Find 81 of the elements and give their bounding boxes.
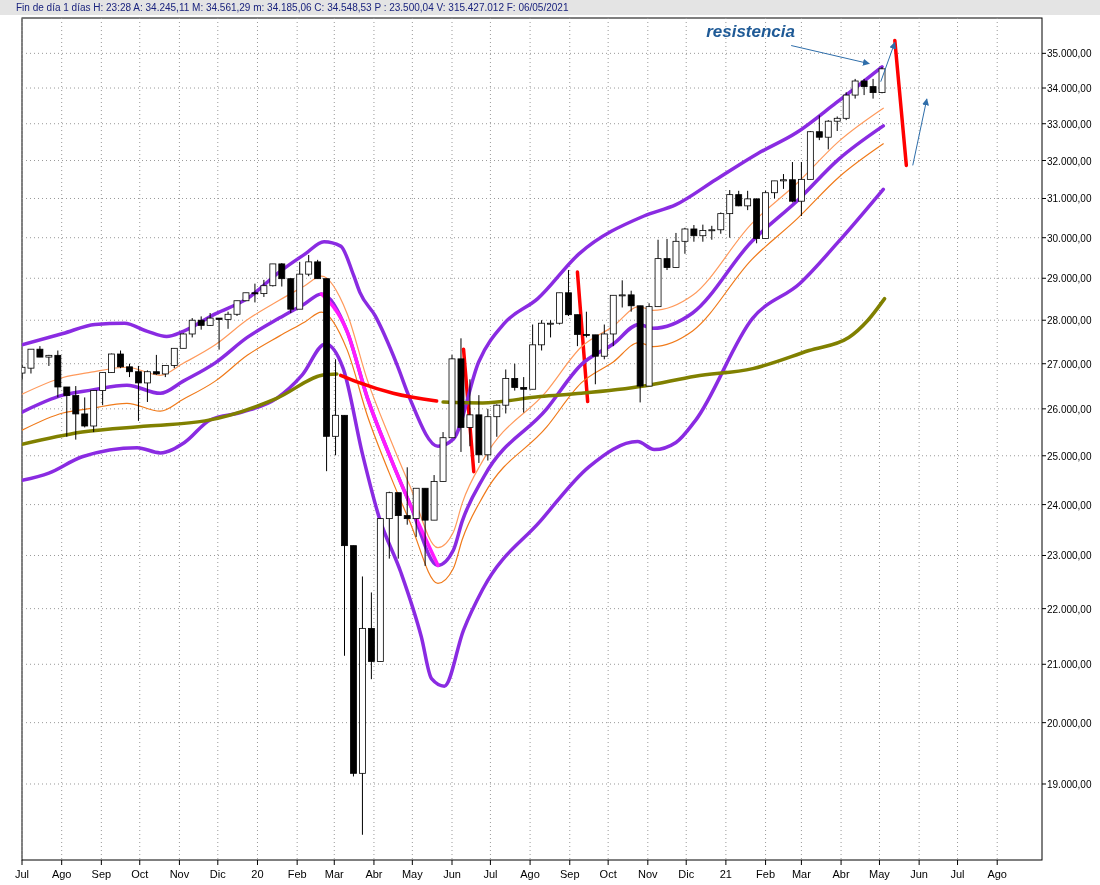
x-tick-label: Dic <box>209 868 227 880</box>
x-tick-label: Jun <box>443 868 461 880</box>
candlestick <box>744 190 752 211</box>
candlestick <box>144 369 151 403</box>
candlestick <box>99 372 107 406</box>
x-tick-label: Oct <box>131 868 149 880</box>
y-tick-label: 27.000,00 <box>1047 358 1092 370</box>
candlestick <box>188 317 196 338</box>
x-tick-label: Jun <box>910 868 929 880</box>
x-tick-label: Oct <box>599 868 617 880</box>
candlestick <box>135 365 142 422</box>
y-tick-label: 32.000,00 <box>1047 155 1092 167</box>
y-tick-label: 33.000,00 <box>1047 118 1092 130</box>
x-tick-label: May <box>869 868 891 880</box>
x-tick-label: Feb <box>287 868 307 880</box>
x-tick-label: Abr <box>365 868 383 880</box>
x-tick-label: Mar <box>324 868 345 880</box>
candlestick <box>520 376 528 414</box>
x-tick-label: Jul <box>14 868 30 880</box>
y-tick-label: 28.000,00 <box>1047 315 1092 327</box>
x-tick-label: Ago <box>520 868 540 880</box>
x-tick-label: Ago <box>51 868 72 880</box>
candlestick <box>789 161 796 203</box>
x-tick-label: Nov <box>169 868 190 880</box>
candlestick <box>600 324 608 360</box>
y-tick-label: 29.000,00 <box>1047 273 1092 285</box>
x-tick-label: Ago <box>987 868 1007 880</box>
x-tick-label: Feb <box>756 868 776 880</box>
line-series <box>22 187 886 688</box>
candlestick <box>582 311 590 338</box>
x-tick-label: Sep <box>91 868 112 880</box>
candlestick <box>305 254 313 277</box>
candlestick <box>815 114 823 141</box>
candlestick <box>493 403 501 438</box>
candlestick <box>565 269 572 317</box>
candlestick <box>332 358 339 456</box>
x-tick-label: Dic <box>678 868 695 880</box>
y-tick-label: 21.000,00 <box>1047 659 1092 671</box>
y-tick-label: 26.000,00 <box>1047 403 1092 415</box>
candlestick <box>170 347 178 369</box>
y-tick-label: 30.000,00 <box>1047 232 1092 244</box>
candlestick <box>591 334 599 385</box>
candlestick <box>798 161 805 217</box>
x-tick-label: Abr <box>832 868 850 880</box>
candlestick <box>618 279 626 308</box>
x-tick-label: 21 <box>719 868 733 880</box>
y-tick-label: 31.000,00 <box>1047 193 1092 205</box>
x-tick-label: Nov <box>638 868 659 880</box>
candlestick <box>152 354 160 376</box>
x-tick-label: 20 <box>251 868 264 880</box>
candlestick <box>574 314 581 347</box>
x-tick-label: Jul <box>950 868 965 880</box>
candlestick <box>403 466 411 526</box>
y-tick-label: 35.000,00 <box>1047 48 1092 60</box>
x-tick-label: May <box>401 868 424 880</box>
y-tick-label: 22.000,00 <box>1047 603 1092 615</box>
candlestick <box>108 353 115 374</box>
annotation: resistencia <box>706 22 795 41</box>
candlestick <box>63 386 71 438</box>
line-series <box>22 65 884 448</box>
candlestick <box>314 259 322 280</box>
candlestick <box>81 396 89 428</box>
y-tick-label: 24.000,00 <box>1047 499 1092 511</box>
candlestick <box>278 262 286 288</box>
candlestick <box>726 189 734 239</box>
y-tick-label: 25.000,00 <box>1047 450 1092 462</box>
y-tick-label: 23.000,00 <box>1047 550 1092 562</box>
y-tick-label: 20.000,00 <box>1047 717 1092 729</box>
line-series <box>338 373 439 403</box>
candlestick <box>824 119 832 150</box>
candlestick <box>394 492 402 560</box>
x-tick-label: Sep <box>559 868 580 880</box>
candlestick <box>511 363 519 392</box>
x-tick-label: Jul <box>483 868 498 880</box>
candlestick <box>538 319 545 352</box>
y-tick-label: 19.000,00 <box>1047 778 1092 790</box>
x-tick-label: Mar <box>791 868 812 880</box>
chart-title: Fin de día 1 días H: 23:28 A: 34.245,11 M: 34.561,29 m: 34.185,06 C: 34.548,53 P : 23.500,04 V: 315.427.012 F: 06/05/2021 <box>16 2 569 13</box>
candlestick <box>72 385 80 441</box>
y-tick-label: 34.000,00 <box>1047 83 1092 95</box>
candlestick <box>717 211 725 235</box>
